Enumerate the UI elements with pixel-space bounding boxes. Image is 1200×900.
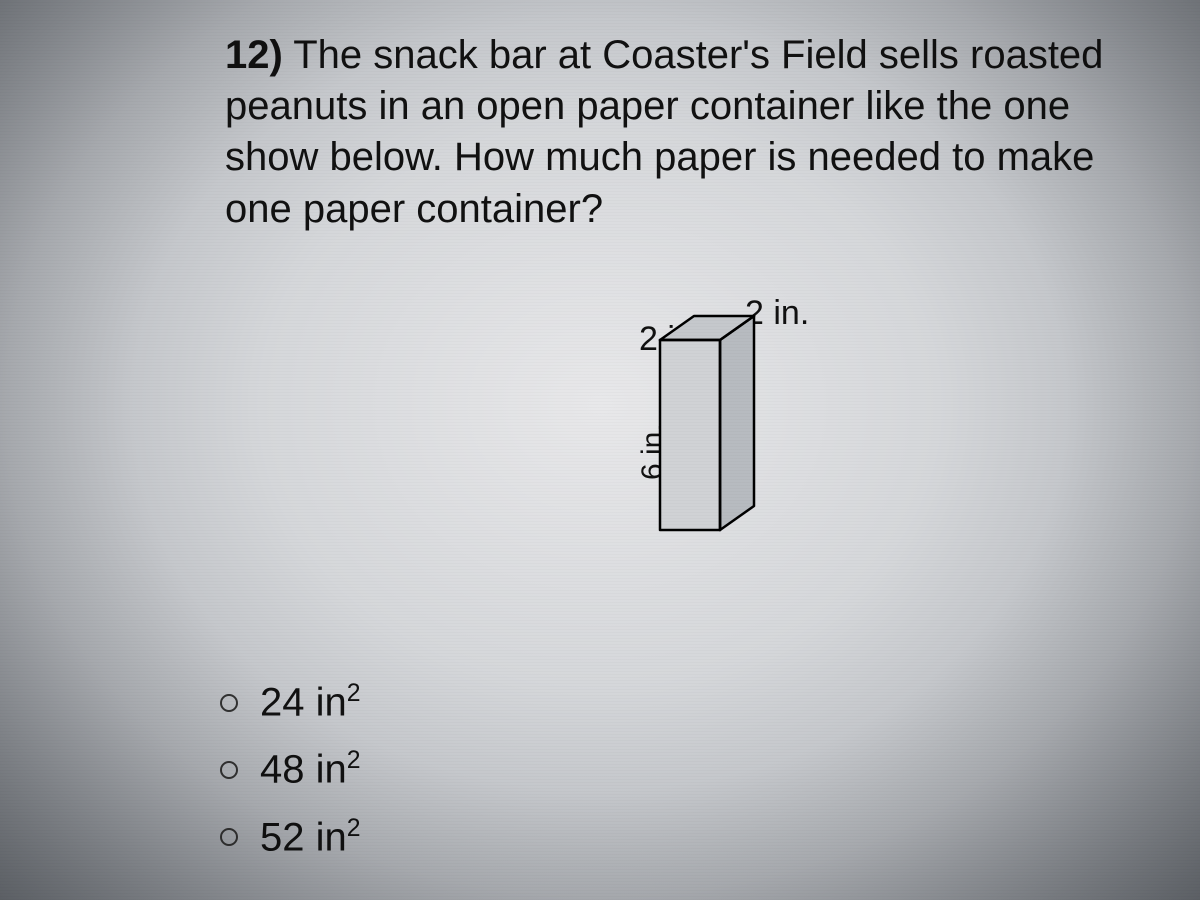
question-text: 12) The snack bar at Coaster's Field sel… [225,30,1105,235]
prism-diagram [610,300,910,660]
prism-svg [610,300,910,660]
question-number: 12) [225,33,283,77]
radio-icon [220,828,238,846]
answer-text: 52 in2 [260,815,361,860]
answer-text: 48 in2 [260,747,361,792]
page: 12) The snack bar at Coaster's Field sel… [0,0,1200,900]
radio-icon [220,761,238,779]
radio-icon [220,694,238,712]
question-body: The snack bar at Coaster's Field sells r… [225,33,1103,231]
answer-option[interactable]: 24 in2 [220,680,361,725]
answer-list: 24 in2 48 in2 52 in2 [220,680,361,882]
answer-option[interactable]: 52 in2 [220,815,361,860]
answer-text: 24 in2 [260,680,361,725]
answer-option[interactable]: 48 in2 [220,747,361,792]
